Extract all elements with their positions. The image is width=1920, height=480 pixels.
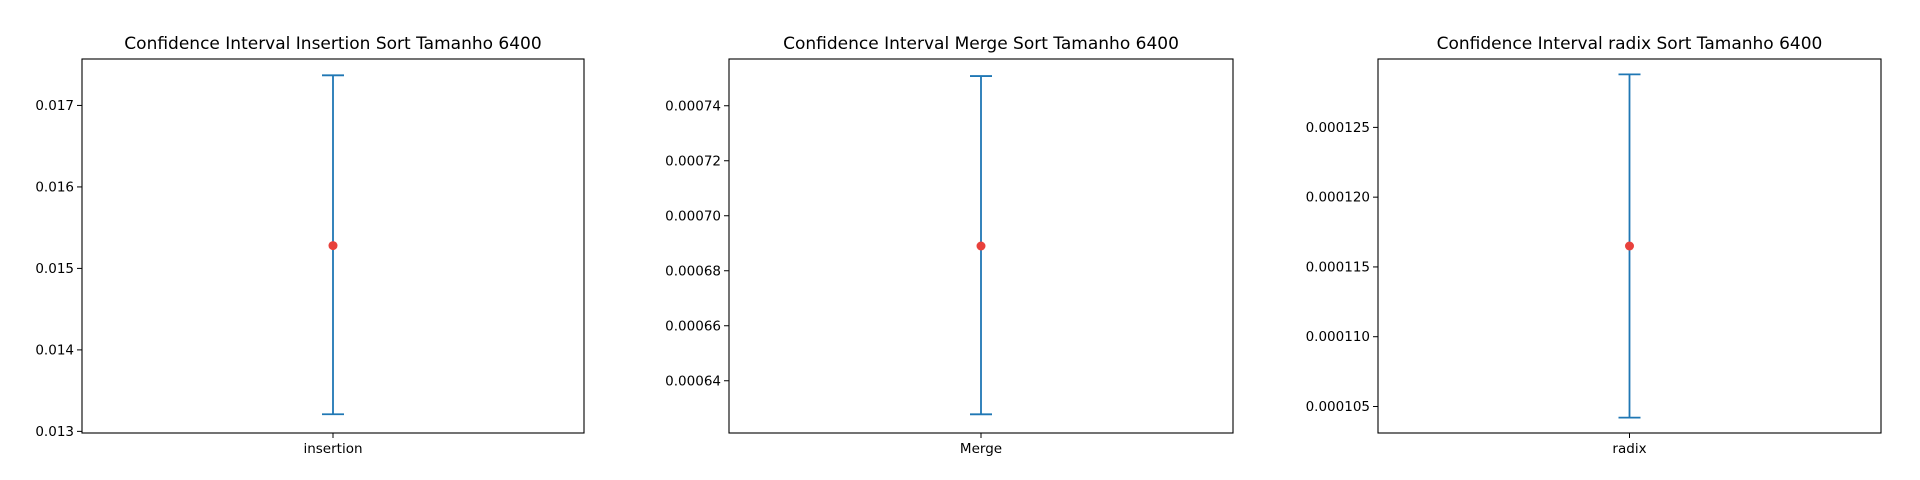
x-tick-label: insertion	[303, 441, 362, 457]
chart-title: Confidence Interval radix Sort Tamanho 6…	[1437, 34, 1823, 54]
axes-frame	[728, 58, 1234, 434]
mean-point	[1625, 241, 1634, 251]
y-tick-label: 0.00072	[665, 153, 721, 169]
y-tick-label: 0.000110	[1306, 329, 1370, 345]
chart-panel-3: Confidence Interval radix Sort Tamanho 6…	[1306, 34, 1882, 457]
x-tick-label: Merge	[960, 441, 1002, 457]
axes-frame	[81, 58, 585, 434]
y-tick-label: 0.00070	[665, 208, 721, 224]
chart-panel-2: Confidence Interval Merge Sort Tamanho 6…	[665, 34, 1234, 457]
y-tick-label: 0.00068	[665, 263, 721, 279]
y-tick-label: 0.000125	[1306, 120, 1370, 136]
chart-title: Confidence Interval Insertion Sort Taman…	[124, 34, 541, 54]
y-tick-label: 0.013	[35, 424, 74, 440]
y-tick-label: 0.00064	[665, 373, 721, 389]
y-tick-label: 0.015	[35, 261, 74, 277]
mean-point	[976, 241, 986, 251]
mean-point	[328, 241, 338, 251]
y-tick-label: 0.017	[35, 98, 74, 114]
y-tick-label: 0.000120	[1306, 190, 1370, 206]
x-tick-label: radix	[1612, 441, 1646, 457]
y-tick-label: 0.00066	[665, 318, 721, 334]
y-tick-label: 0.016	[35, 179, 74, 195]
y-tick-label: 0.014	[35, 342, 74, 358]
y-tick-label: 0.000115	[1306, 259, 1370, 275]
chart-title: Confidence Interval Merge Sort Tamanho 6…	[783, 34, 1179, 54]
chart-panel-1: Confidence Interval Insertion Sort Taman…	[35, 34, 585, 457]
y-tick-label: 0.00074	[665, 98, 721, 114]
axes-frame	[1377, 58, 1882, 434]
y-tick-label: 0.000105	[1306, 399, 1370, 415]
